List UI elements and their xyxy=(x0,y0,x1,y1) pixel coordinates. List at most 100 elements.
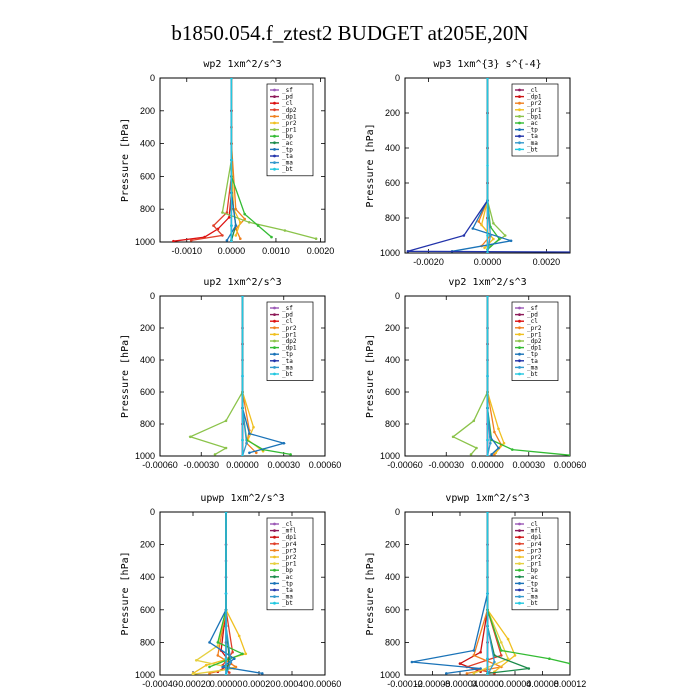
series-point-bt xyxy=(486,592,489,595)
legend-label: _ma xyxy=(282,594,293,601)
legend-label: _tp xyxy=(282,580,293,587)
series-point-bt xyxy=(486,251,489,253)
legend-label: _pr3 xyxy=(282,547,297,554)
x-tick-label: 0.0000 xyxy=(218,246,246,256)
legend-label: _dp1 xyxy=(282,534,297,541)
y-tick-label: 600 xyxy=(140,387,155,397)
series-point-dp2 xyxy=(469,453,473,456)
y-tick-label: 600 xyxy=(385,178,400,188)
series-point-dp2 xyxy=(225,211,229,214)
legend-marker xyxy=(518,588,521,592)
legend-label: _pr1 xyxy=(527,561,542,568)
y-tick-label: 800 xyxy=(385,637,400,647)
y-tick-label: 0 xyxy=(150,507,155,517)
series-point-tp xyxy=(248,451,251,455)
series-point-pr2 xyxy=(239,221,242,224)
legend-marker xyxy=(518,366,521,369)
legend-marker xyxy=(273,101,276,105)
y-tick-label: 200 xyxy=(385,323,400,333)
series-point-dp2 xyxy=(475,446,478,450)
y-tick-label: 400 xyxy=(140,572,155,582)
legend-marker xyxy=(518,88,521,92)
series-line-dp1 xyxy=(458,512,489,673)
legend-marker xyxy=(273,568,276,572)
y-tick-label: 800 xyxy=(140,204,155,214)
legend-marker xyxy=(518,128,521,132)
series-point-dp2 xyxy=(224,419,228,423)
y-tick-label: 800 xyxy=(140,637,155,647)
y-tick-label: 0 xyxy=(150,291,155,301)
series-point-pr1 xyxy=(195,659,198,662)
series-point-bt xyxy=(486,374,489,378)
legend-label: _ta xyxy=(527,587,538,594)
series-point-dp2 xyxy=(224,446,228,450)
series-point-dp2 xyxy=(189,435,192,439)
legend-marker xyxy=(273,95,276,98)
x-tick-label: -0.00020 xyxy=(175,679,211,689)
legend-label: _ma xyxy=(282,160,293,167)
legend-marker xyxy=(518,601,521,605)
legend-label: _pr2 xyxy=(527,554,542,561)
y-tick-label: 0 xyxy=(395,73,400,83)
series-point-tp xyxy=(282,441,286,445)
series-point-pr1 xyxy=(247,221,251,224)
series-point-dp2 xyxy=(451,435,455,439)
x-tick-label: 0.00000 xyxy=(471,679,504,689)
y-tick-label: 1000 xyxy=(135,451,155,461)
series-point-bt xyxy=(224,673,228,675)
series-group xyxy=(451,296,570,456)
legend-label: _bp xyxy=(527,567,538,574)
legend-label: _pr1 xyxy=(282,561,297,568)
legend-label: _sf xyxy=(527,305,538,312)
legend-label: _bt xyxy=(282,371,293,378)
series-point-ma xyxy=(489,441,492,445)
y-tick-label: 1000 xyxy=(380,670,400,680)
y-tick-label: 200 xyxy=(385,540,400,550)
series-point-pr1 xyxy=(221,211,224,214)
series-point-dp1 xyxy=(239,237,242,240)
panels: wp2 1xm^2/s^3 Pressure [hPa] 0 200 400 600 800… xyxy=(120,59,587,689)
legend-marker xyxy=(273,134,276,138)
series-point-tp xyxy=(248,432,251,435)
legend-label: _mfl xyxy=(527,528,542,535)
x-tick-label: 0.00012 xyxy=(554,679,587,689)
series-point-bt xyxy=(230,240,233,242)
series-line-ta xyxy=(407,78,570,253)
series-point-ac xyxy=(527,667,531,670)
legend-label: _sf xyxy=(282,305,293,312)
y-tick-label: 600 xyxy=(140,171,155,181)
legend-marker xyxy=(273,372,276,376)
x-tick-label: -0.00060 xyxy=(142,460,178,470)
x-tick-label: -0.00012 xyxy=(387,679,423,689)
legend-marker xyxy=(273,601,276,605)
legend-label: _ac xyxy=(527,120,538,127)
series-line-tp xyxy=(208,512,263,675)
series-point-bt xyxy=(230,224,233,227)
series-point-pr2 xyxy=(477,220,481,223)
series-line-bp xyxy=(230,78,272,238)
series-point-tp xyxy=(221,665,224,669)
legend-marker xyxy=(273,161,276,165)
legend-marker xyxy=(273,115,276,118)
series-point-bp xyxy=(256,224,260,227)
series-point-pr2 xyxy=(237,634,241,638)
series-point-bp xyxy=(241,652,244,656)
series-point-pr2 xyxy=(506,637,510,641)
series-point-bp xyxy=(548,657,551,660)
series-point-ma xyxy=(493,660,496,664)
series-point-bt xyxy=(224,657,228,660)
series-point-dp2 xyxy=(213,453,217,456)
legend-marker xyxy=(518,359,521,363)
y-tick-label: 1000 xyxy=(135,237,155,247)
legend-label: _pr2 xyxy=(282,325,297,332)
series-point-bt xyxy=(241,438,244,442)
series-point-pr2 xyxy=(493,430,496,434)
series-point-bp1 xyxy=(503,234,507,237)
legend-label: _cl xyxy=(527,318,538,325)
legend-marker xyxy=(273,128,276,132)
legend-marker xyxy=(273,582,276,585)
series-point-tp xyxy=(233,657,236,660)
legend-marker xyxy=(273,306,276,310)
x-tick-label: 0.0000 xyxy=(474,257,502,267)
legend-marker xyxy=(518,141,521,145)
